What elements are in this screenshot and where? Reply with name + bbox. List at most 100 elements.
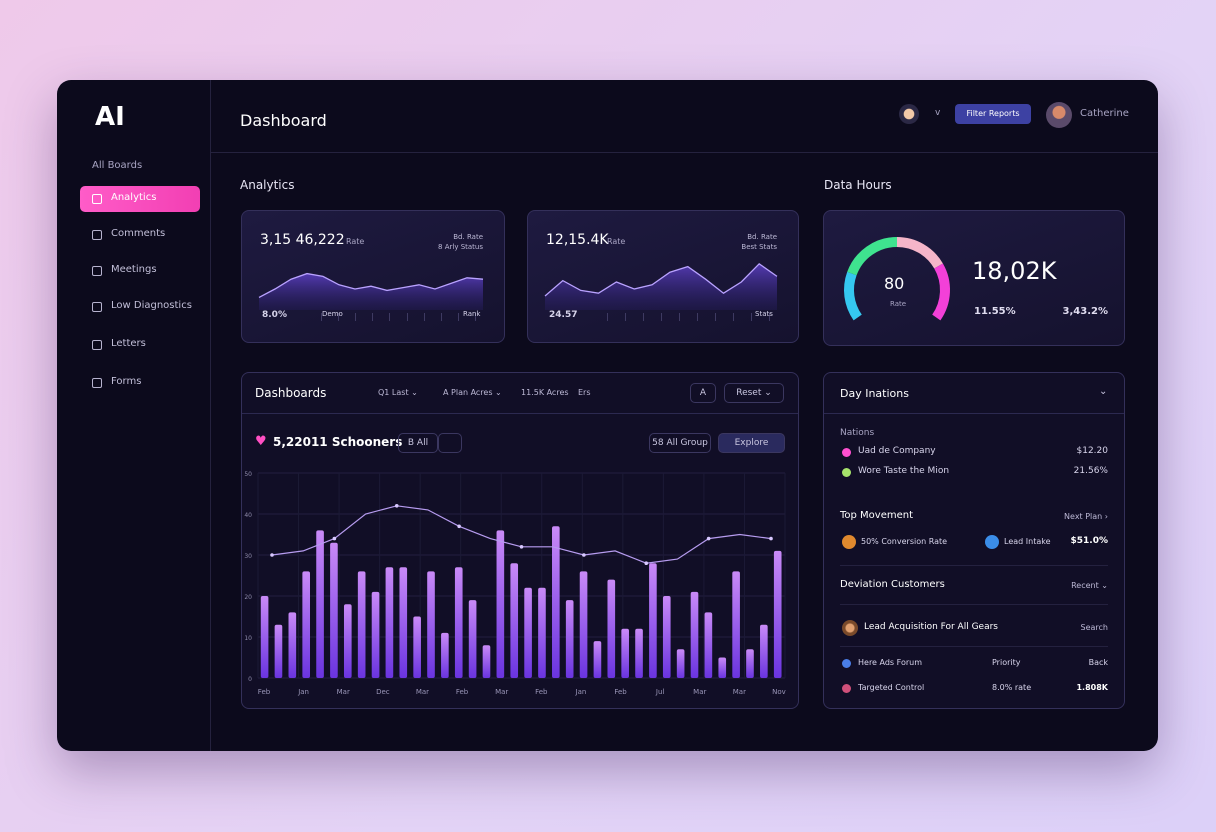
row-text: Wore Taste the Mion — [858, 466, 950, 476]
tick — [475, 313, 476, 321]
spark-line — [258, 272, 484, 298]
icon — [985, 535, 999, 549]
tick — [697, 313, 698, 321]
row-value: $12.20 — [1076, 446, 1109, 456]
filter[interactable]: Ers — [578, 388, 591, 397]
filter-button[interactable]: Filter Reports — [955, 104, 1031, 124]
icon — [842, 620, 858, 636]
nav-icon — [92, 340, 102, 350]
filter[interactable]: Q1 Last ⌄ — [378, 388, 418, 397]
pill-icon[interactable] — [438, 433, 462, 453]
gauge — [844, 237, 950, 321]
row-text: Lead Acquisition For All Gears — [864, 622, 998, 632]
nav-item[interactable]: Letters — [111, 338, 146, 349]
action-btn[interactable]: 58 All Group — [649, 433, 711, 453]
link[interactable]: Next Plan › — [1064, 512, 1108, 521]
stat-footer: 8.0% — [262, 310, 287, 320]
stat-meta: Bd. Rate — [453, 233, 483, 241]
chevron: ⌄ — [1099, 386, 1108, 397]
row-value: Search — [1080, 623, 1108, 632]
stat-value: 12,15.4K — [546, 232, 609, 248]
nav-item[interactable]: Analytics — [111, 192, 157, 203]
nav-item[interactable]: Forms — [111, 376, 142, 387]
tick — [733, 313, 734, 321]
divider — [840, 604, 1108, 605]
nav-item[interactable]: Meetings — [111, 264, 157, 275]
row-text: Here Ads Forum — [858, 658, 922, 667]
user-avatar[interactable] — [1046, 102, 1072, 128]
tick — [457, 313, 459, 321]
spark-area — [259, 273, 483, 310]
row-text: 8.0% rate — [992, 683, 1032, 692]
row-value: $51.0% — [1070, 536, 1109, 546]
sidebar-section: All Boards — [92, 160, 143, 171]
stat-unit: Rate — [346, 237, 365, 246]
section-title: Data Hours — [824, 178, 892, 192]
tick — [321, 313, 322, 321]
tick — [389, 313, 391, 321]
sparkline — [544, 262, 778, 310]
pill[interactable]: B All — [398, 433, 438, 453]
nav-item[interactable]: Comments — [111, 228, 166, 239]
logo: AI — [95, 102, 125, 132]
gauge-arc — [847, 237, 898, 276]
tick — [440, 313, 442, 321]
tick — [715, 313, 716, 321]
icon — [842, 684, 851, 693]
tool-btn[interactable]: Reset ⌄ — [724, 383, 784, 403]
spark-line — [544, 262, 778, 297]
tool-btn[interactable]: A — [690, 383, 716, 403]
filter[interactable]: A Plan Acres ⌄ — [443, 388, 502, 397]
gauge-label: Rate — [890, 300, 907, 308]
row-text: Lead Intake — [1004, 537, 1051, 546]
section-title: Analytics — [240, 178, 295, 192]
stat-value: 3,15 46,222 — [260, 232, 345, 248]
heart-icon: ♥ — [255, 434, 267, 449]
chart-subtitle: 5,22011 Schooners — [273, 435, 403, 449]
chart-card — [241, 372, 799, 709]
nav-icon — [92, 378, 102, 388]
menu-chevron[interactable]: v — [935, 108, 941, 118]
row-value: 1.808K — [1076, 683, 1108, 692]
stat-footer: Stats — [755, 310, 773, 318]
row-text: 50% Conversion Rate — [861, 537, 948, 546]
tick — [643, 313, 644, 321]
action-btn[interactable]: Explore — [718, 433, 785, 453]
nav-icon — [92, 302, 102, 312]
row-text: Uad de Company — [858, 446, 936, 456]
hours-value: 18,02K — [972, 257, 1057, 285]
hours-right: 3,43.2% — [1062, 306, 1108, 317]
dot — [842, 448, 851, 457]
panel-title: Dashboards — [255, 386, 327, 400]
tick — [607, 313, 608, 321]
row-text: Targeted Control — [858, 683, 925, 692]
icon — [842, 535, 856, 549]
tick — [679, 313, 680, 321]
gauge-arc — [844, 271, 862, 321]
stat-footer: Rank — [463, 310, 481, 318]
group-title: Deviation Customers — [840, 579, 945, 590]
list-card — [823, 372, 1125, 709]
nav-active-bg[interactable] — [80, 186, 200, 212]
divider — [840, 646, 1108, 647]
tick — [661, 313, 662, 321]
row-value: Back — [1088, 658, 1108, 667]
nav-icon — [92, 266, 102, 276]
tick — [355, 313, 357, 321]
stat-meta: Best Stats — [741, 243, 777, 251]
avatar-small[interactable] — [899, 104, 919, 124]
nav-icon — [92, 230, 102, 240]
filter[interactable]: 11.5K Acres — [521, 388, 569, 397]
row-text: Priority — [992, 658, 1021, 667]
gauge-value: 80 — [884, 274, 905, 293]
gauge-arc — [896, 237, 943, 269]
dot — [842, 468, 851, 477]
tick — [406, 313, 408, 321]
hours-left: 11.55% — [974, 306, 1016, 317]
icon — [842, 659, 851, 668]
user-name[interactable]: Catherine — [1080, 108, 1129, 119]
link[interactable]: Recent ⌄ — [1071, 581, 1108, 590]
nav-item[interactable]: Low Diagnostics — [111, 300, 192, 311]
gauge-card — [823, 210, 1125, 346]
stat-meta: Bd. Rate — [747, 233, 777, 241]
